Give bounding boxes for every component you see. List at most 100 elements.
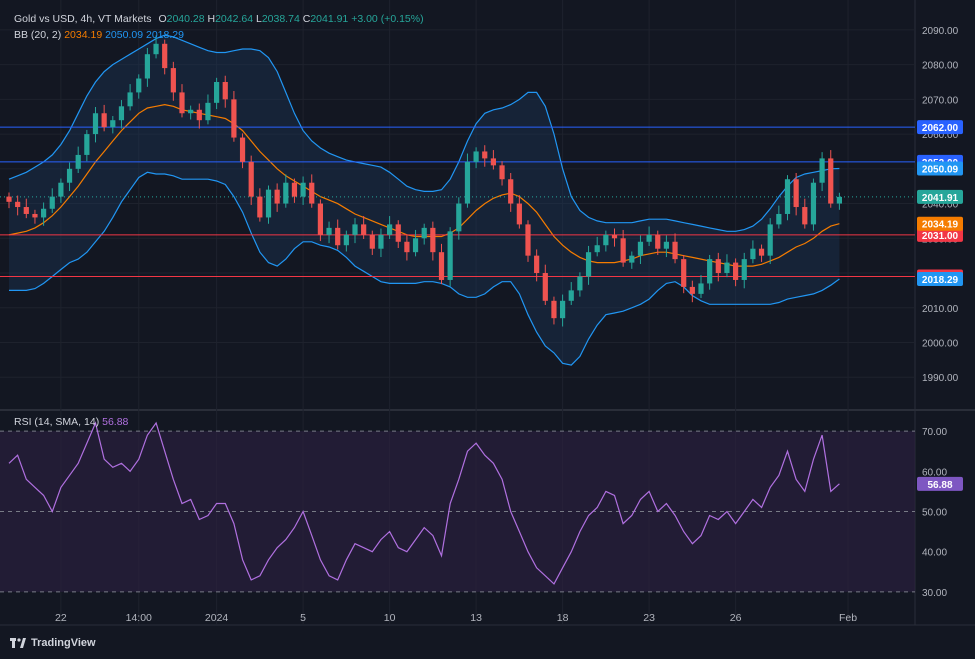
candle-body [300,182,306,197]
indicator-price-tag-bg [917,161,963,176]
candle-body [162,43,168,69]
rsi-tick-label: 50.00 [922,508,947,519]
candle-body [231,99,237,138]
bb-upper-value: 2050.09 [105,29,144,41]
candle-body [58,182,64,197]
candle-body [810,182,817,225]
candle-body [646,234,652,242]
price-tick-label: 2010.00 [922,304,959,315]
candle-body [335,227,341,246]
candle-body [542,273,548,301]
bb-label: BB (20, 2) [14,29,62,41]
tradingview-logo[interactable]: TradingView [10,637,96,649]
candle-body [629,255,635,263]
candle-body [136,78,142,93]
candle-body [793,179,799,208]
candle-body [274,189,280,204]
ohlc-legend: Gold vs USD, 4h, VT Markets O2040.28 H20… [14,13,424,25]
candle-body [101,113,107,128]
time-tick-label: 13 [470,612,482,624]
candle-body [153,43,159,55]
tradingview-text: TradingView [31,637,96,649]
candle-body [317,203,323,235]
candle-body [482,151,488,159]
indicator-price-tag: 2041.91 [922,193,959,204]
candle-body [499,165,505,180]
candle-body [447,231,453,280]
candle-body [594,245,600,253]
candle-body [698,283,704,294]
candle-body [585,252,592,277]
open-label: O [158,13,167,25]
low-value: 2038.74 [261,13,300,25]
candle-body [369,234,375,249]
candle-body [265,189,272,218]
candle-body [551,300,557,319]
price-tick-label: 2090.00 [922,26,959,37]
rsi-value-tag: 56.88 [927,480,952,491]
candle-body [525,224,531,256]
candle-body [170,68,176,93]
rsi-label: RSI (14, SMA, 14) [14,416,100,428]
price-tick-label: 2040.00 [922,200,959,211]
candle-body [404,241,410,253]
level-price-tag-bg [917,120,963,135]
price-tick-label: 2070.00 [922,95,959,106]
candle-body [23,207,29,214]
candle-body [430,227,436,253]
time-tick-label: 26 [730,612,742,624]
bb-lower-line [9,171,840,366]
candle-body [283,182,289,204]
candle-body [387,224,393,235]
rsi-tick-label: 70.00 [922,427,947,438]
high-label: H [207,13,216,25]
high-value: 2042.64 [215,13,254,25]
candle-body [577,276,583,291]
candle-body [438,252,445,280]
candle-body [689,286,695,294]
candle-body [819,158,825,183]
candle-body [741,259,747,280]
bb-band-fill [9,35,840,366]
candle-body [196,109,202,121]
time-tick-label: 23 [643,612,655,624]
candle-body [361,224,367,235]
candle-body [802,207,808,225]
candle-body [352,224,358,235]
candle-body [326,227,332,235]
rsi-line [8,421,840,585]
open-value: 2040.28 [166,13,205,25]
time-tick-label: Feb [839,612,857,624]
candle-body [724,262,730,274]
candle-body [611,234,618,239]
time-tick-label: 10 [384,612,396,624]
indicator-price-tag-bg [917,216,963,231]
candle-body [456,203,462,232]
rsi-value-tag-bg [917,476,963,491]
candle-body [248,161,254,197]
bb-basis-value: 2034.19 [64,29,103,41]
candle-body [836,196,842,204]
level-price-tag: 2062.00 [922,123,959,134]
candle-body [767,224,773,256]
candle-body [84,134,90,155]
rsi-tick-label: 40.00 [922,548,947,559]
candle-body [473,151,479,162]
candle-body [758,248,765,256]
indicator-price-tag: 2018.29 [922,275,959,286]
candle-body [672,241,678,260]
price-tick-label: 2060.00 [922,130,959,141]
rsi-value: 56.88 [102,416,129,428]
candle-body [179,92,185,114]
time-tick-label: 5 [300,612,306,624]
candle-body [41,208,47,218]
indicator-price-tag: 2034.19 [922,220,959,231]
bb-legend: BB (20, 2) 2034.19 2050.09 2018.29 [14,29,184,41]
candle-body [715,259,721,274]
change-value: +3.00 (+0.15%) [351,13,424,25]
candle-body [32,213,38,218]
candle-body [707,259,713,284]
candle-body [534,255,540,274]
candle-body [421,227,427,239]
